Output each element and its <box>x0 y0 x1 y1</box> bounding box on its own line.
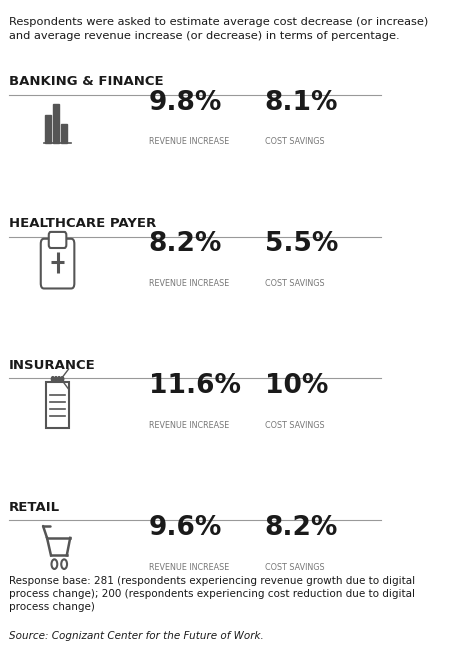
Circle shape <box>61 377 64 382</box>
Text: HEALTHCARE PAYER: HEALTHCARE PAYER <box>9 217 156 230</box>
Text: BANKING & FINANCE: BANKING & FINANCE <box>9 76 163 89</box>
Bar <box>61 124 67 144</box>
Text: 11.6%: 11.6% <box>148 373 240 399</box>
Bar <box>53 104 58 144</box>
Circle shape <box>57 377 61 382</box>
Text: Response base: 281 (respondents experiencing revenue growth due to digital
proce: Response base: 281 (respondents experien… <box>9 576 414 613</box>
Text: 8.2%: 8.2% <box>264 515 337 541</box>
Text: 9.6%: 9.6% <box>148 515 222 541</box>
Text: Source: Cognizant Center for the Future of Work.: Source: Cognizant Center for the Future … <box>9 631 263 641</box>
Text: 5.5%: 5.5% <box>264 231 337 258</box>
Text: REVENUE INCREASE: REVENUE INCREASE <box>148 421 228 430</box>
Text: COST SAVINGS: COST SAVINGS <box>264 279 324 288</box>
Text: COST SAVINGS: COST SAVINGS <box>264 562 324 571</box>
FancyBboxPatch shape <box>41 239 74 289</box>
Bar <box>45 382 69 428</box>
Circle shape <box>51 560 57 569</box>
Circle shape <box>51 377 54 382</box>
Circle shape <box>61 560 67 569</box>
FancyBboxPatch shape <box>49 232 66 248</box>
Text: 8.2%: 8.2% <box>148 231 222 258</box>
Circle shape <box>55 377 57 382</box>
Text: COST SAVINGS: COST SAVINGS <box>264 421 324 430</box>
Text: 9.8%: 9.8% <box>148 89 222 116</box>
Text: REVENUE INCREASE: REVENUE INCREASE <box>148 137 228 146</box>
Text: Respondents were asked to estimate average cost decrease (or increase)
and avera: Respondents were asked to estimate avera… <box>9 17 427 41</box>
Text: INSURANCE: INSURANCE <box>9 359 95 372</box>
Text: REVENUE INCREASE: REVENUE INCREASE <box>148 562 228 571</box>
Text: REVENUE INCREASE: REVENUE INCREASE <box>148 279 228 288</box>
Bar <box>45 115 50 144</box>
Text: 8.1%: 8.1% <box>264 89 337 116</box>
Text: RETAIL: RETAIL <box>9 501 60 514</box>
Text: 10%: 10% <box>264 373 327 399</box>
Text: COST SAVINGS: COST SAVINGS <box>264 137 324 146</box>
